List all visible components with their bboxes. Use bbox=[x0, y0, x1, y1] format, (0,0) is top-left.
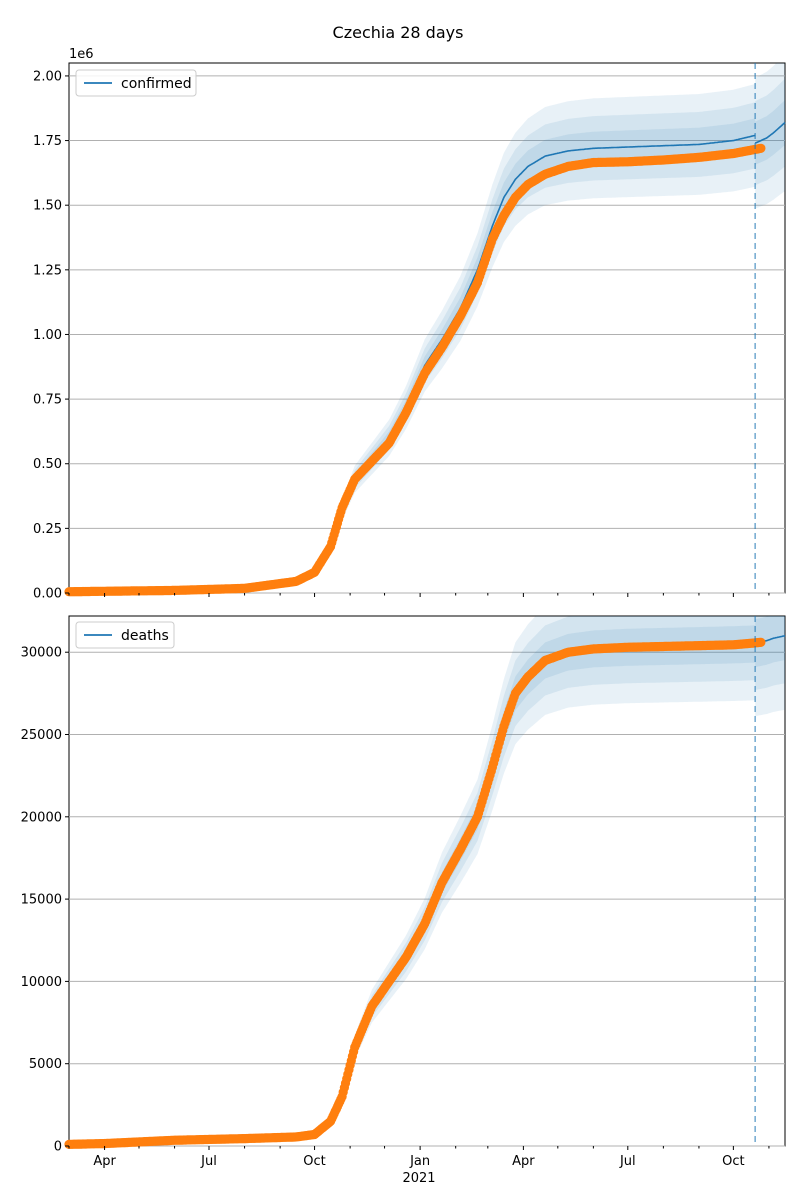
y-tick-label: 0.00 bbox=[33, 587, 62, 602]
panel-confirmed-legend: confirmed bbox=[75, 69, 197, 97]
panel-confirmed-grid bbox=[69, 75, 785, 594]
x-tick-label: Apr bbox=[512, 1154, 535, 1169]
x-tick-label: Jul bbox=[619, 1154, 636, 1169]
x-tick-label: Jul bbox=[200, 1154, 217, 1169]
y-tick-label: 2.00 bbox=[33, 69, 62, 84]
observed-point bbox=[756, 637, 766, 647]
panel-confirmed-x-ticks bbox=[68, 593, 770, 597]
panel-confirmed-series bbox=[64, 63, 786, 597]
uncertainty-band bbox=[69, 625, 756, 1146]
panel-confirmed-y-ticks: 0.00 0.25 0.50 0.75 1.00 1.25 1.50 1.75 2.00 bbox=[33, 69, 69, 602]
x-tick-label: Jan bbox=[409, 1154, 430, 1169]
x-tick-label: Oct bbox=[722, 1154, 744, 1169]
y-tick-label: 1.75 bbox=[33, 134, 62, 149]
y-tick-label: 0 bbox=[54, 1140, 62, 1155]
uncertainty-band bbox=[755, 78, 785, 186]
panel-confirmed-uncertainty-bands bbox=[69, 63, 785, 593]
uncertainty-band bbox=[755, 616, 785, 668]
panel-deaths-y-ticks: 0 5000 10000 15000 20000 25000 30000 bbox=[21, 646, 69, 1155]
x-tick-label: Apr bbox=[93, 1154, 116, 1169]
panel-deaths: 0 5000 10000 15000 20000 25000 30000 Apr Jul Oct… bbox=[21, 615, 786, 1186]
figure-title: Czechia 28 days bbox=[333, 23, 464, 42]
y-tick-label: 0.25 bbox=[33, 522, 62, 537]
panel-deaths-uncertainty-bands bbox=[69, 616, 785, 1146]
y-tick-label: 5000 bbox=[29, 1057, 62, 1072]
y-tick-label: 20000 bbox=[21, 810, 62, 825]
y-tick-label: 0.50 bbox=[33, 457, 62, 472]
y-tick-label: 25000 bbox=[21, 728, 62, 743]
y-tick-label: 1.25 bbox=[33, 263, 62, 278]
uncertainty-band bbox=[69, 616, 756, 1146]
uncertainty-band bbox=[755, 616, 785, 690]
uncertainty-band bbox=[69, 616, 756, 1146]
y-tick-label: 15000 bbox=[21, 893, 62, 908]
y-tick-label: 1.00 bbox=[33, 328, 62, 343]
model-line bbox=[69, 134, 756, 593]
panel-confirmed: 1e6 0.00 0.25 0.50 0.75 1.00 1.25 1.50 1.75 2.00… bbox=[33, 47, 786, 602]
panel-confirmed-offset-text: 1e6 bbox=[69, 47, 94, 62]
panel-deaths-grid bbox=[69, 651, 785, 1147]
y-tick-label: 1.50 bbox=[33, 199, 62, 214]
uncertainty-band bbox=[69, 84, 756, 593]
observed-point bbox=[756, 143, 766, 153]
legend-box bbox=[75, 69, 197, 97]
panel-deaths-x-ticks: Apr Jul Oct Jan Apr Jul Oct bbox=[68, 1146, 770, 1169]
legend-box bbox=[75, 621, 175, 649]
panel-deaths-legend: deaths bbox=[75, 621, 175, 649]
y-tick-label: 10000 bbox=[21, 975, 62, 990]
panel-deaths-x-axis-label: 2021 bbox=[402, 1171, 435, 1186]
legend-confirmed-label: confirmed bbox=[121, 76, 192, 92]
model-line bbox=[68, 643, 756, 1146]
forecast-line bbox=[754, 121, 786, 144]
panel-deaths-series bbox=[64, 616, 786, 1149]
y-tick-label: 30000 bbox=[21, 646, 62, 661]
uncertainty-band bbox=[69, 102, 756, 593]
y-tick-label: 0.75 bbox=[33, 393, 62, 408]
legend-deaths-label: deaths bbox=[121, 628, 169, 644]
x-tick-label: Oct bbox=[303, 1154, 325, 1169]
